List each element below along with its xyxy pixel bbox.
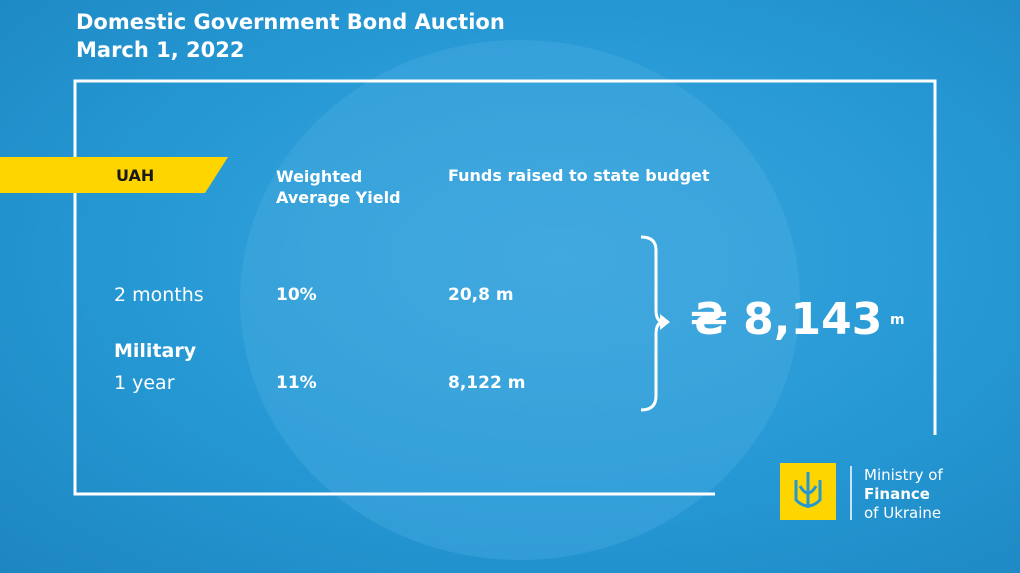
logo-text: Ministry of: [864, 466, 943, 484]
funds: 20,8 m: [448, 285, 514, 305]
currency: UAH: [116, 166, 155, 185]
date: March 1, 2022: [76, 38, 245, 62]
logo-text: Finance: [864, 485, 930, 503]
yield: 11%: [276, 373, 317, 393]
title: Domestic Government Bond Auction: [76, 10, 505, 34]
total-amount: ₴ 8,143: [690, 294, 883, 345]
logo-trident: [794, 472, 822, 508]
column-header: Funds raised to state budget: [448, 166, 710, 185]
row-label: 1 year: [114, 372, 175, 394]
yield: 10%: [276, 285, 317, 305]
photo-shade: [240, 40, 800, 560]
currency-banner: [0, 157, 228, 193]
arrow: [660, 314, 670, 330]
logo-text: of Ukraine: [864, 504, 942, 522]
column-header: Weighted Average Yield: [276, 167, 401, 207]
row-label: 2 months: [114, 284, 204, 306]
frame: [73, 79, 937, 496]
total-unit: m: [890, 312, 905, 328]
funds: 8,122 m: [448, 373, 526, 393]
row-group: Military: [114, 340, 197, 362]
